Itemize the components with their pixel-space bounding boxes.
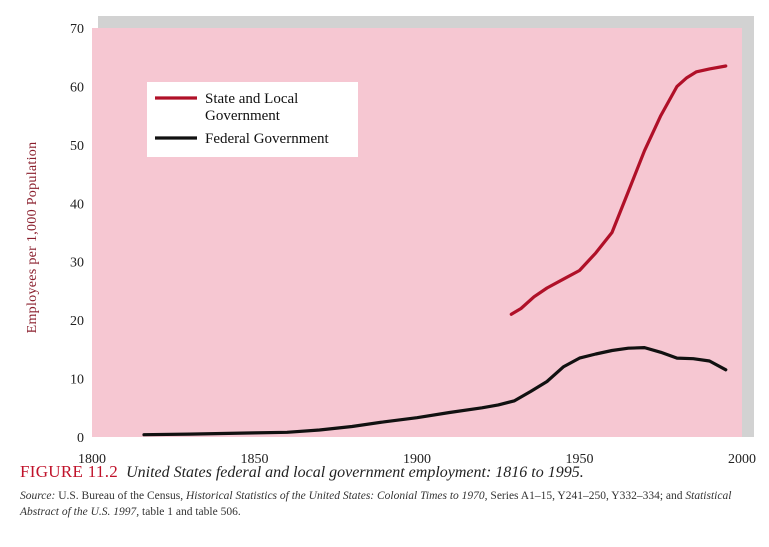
x-tick-label-1850: 1850: [241, 452, 269, 467]
figure-caption: FIGURE 11.2 United States federal and loc…: [20, 462, 760, 520]
series-line-federal: [142, 346, 728, 437]
source-label: Source:: [20, 490, 56, 502]
y-tick-label-10: 10: [70, 373, 84, 388]
legend: State and Local Government Federal Gover…: [147, 82, 358, 157]
figure-label: FIGURE 11.2: [20, 462, 119, 481]
y-tick-label-60: 60: [70, 80, 84, 95]
legend-label-state-local-line1: State and Local: [205, 91, 298, 107]
y-tick-label-50: 50: [70, 139, 84, 154]
x-tick-label-2000: 2000: [728, 452, 756, 467]
source-part-3: table 1 and table 506.: [142, 506, 241, 518]
y-tick-label-40: 40: [70, 197, 84, 212]
source-part-1: U.S. Bureau of the Census,: [58, 490, 184, 502]
figure-title: United States federal and local governme…: [126, 464, 584, 481]
y-tick-label-0: 0: [77, 431, 84, 446]
series-line-state-local: [509, 64, 728, 316]
y-axis-ticks: 0 10 20 30 40 50 60 70: [70, 22, 84, 446]
y-axis-title: Employees per 1,000 Population: [25, 142, 40, 334]
x-tick-label-1800: 1800: [78, 452, 106, 467]
y-tick-label-20: 20: [70, 314, 84, 329]
legend-label-state-local-line2: Government: [205, 108, 281, 124]
figure-title-line: FIGURE 11.2 United States federal and loc…: [20, 462, 760, 483]
series-lines: [142, 64, 728, 437]
source-note: Source: U.S. Bureau of the Census, Histo…: [20, 488, 760, 520]
legend-label-federal: Federal Government: [205, 131, 330, 147]
x-tick-label-1900: 1900: [403, 452, 431, 467]
source-title-2: Statistical Abstract of the U.S. 1997,: [20, 490, 732, 518]
source-part-2: Series A1–15, Y241–250, Y332–334; and: [490, 490, 683, 502]
y-tick-label-30: 30: [70, 256, 84, 271]
y-tick-label-70: 70: [70, 22, 84, 37]
source-title-1: Historical Statistics of the United Stat…: [185, 490, 488, 502]
legend-box: [147, 82, 358, 157]
x-tick-label-1950: 1950: [566, 452, 594, 467]
x-axis-ticks: 1800 1850 1900 1950 2000: [78, 452, 756, 467]
